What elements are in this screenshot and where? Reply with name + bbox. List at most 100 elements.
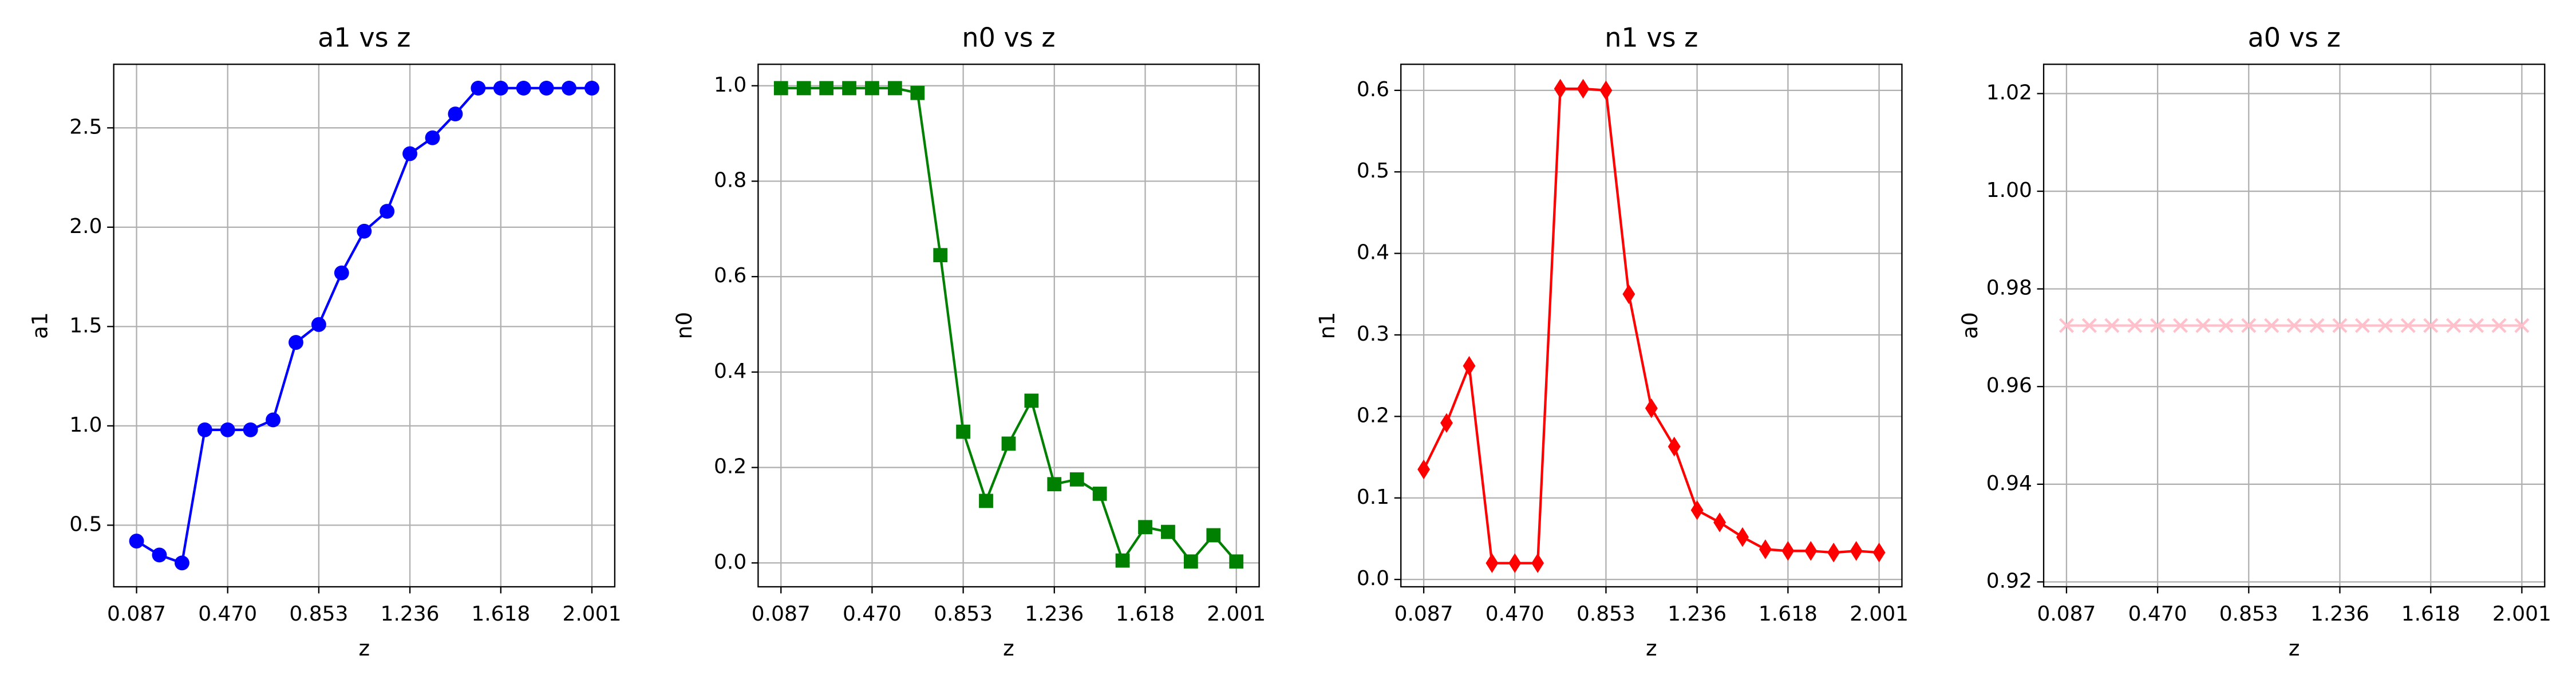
marker — [2172, 318, 2188, 333]
marker — [1047, 477, 1062, 492]
y-tick-label: 0.96 — [1986, 374, 2032, 397]
x-tick-label: 0.853 — [1577, 602, 1635, 626]
axes-frame — [757, 64, 1260, 588]
marker — [2514, 318, 2530, 333]
marker — [819, 81, 834, 96]
marker — [1759, 539, 1772, 559]
marker — [933, 248, 948, 263]
marker — [1804, 541, 1818, 561]
marker — [2446, 318, 2462, 333]
marker — [2104, 318, 2120, 333]
y-tick-label: 0.3 — [1357, 322, 1389, 346]
y-tick-label: 0.6 — [714, 264, 746, 287]
y-tick-label: 0.2 — [1357, 404, 1389, 427]
marker — [887, 81, 902, 96]
marker — [979, 493, 993, 508]
marker — [539, 80, 554, 96]
y-tick-label: 0.94 — [1986, 472, 2032, 495]
y-tick-label: 1.0 — [69, 413, 102, 437]
data-line — [1423, 87, 1879, 564]
y-axis-label: a1 — [27, 312, 52, 339]
y-tick-label: 0.5 — [1357, 159, 1389, 183]
marker — [2400, 318, 2416, 333]
marker — [584, 80, 599, 96]
marker — [1531, 553, 1544, 573]
marker — [2081, 318, 2097, 333]
axes-frame — [113, 64, 616, 588]
x-tick-label: 0.853 — [2219, 602, 2278, 626]
marker — [1736, 527, 1749, 547]
marker — [493, 80, 508, 96]
marker — [1183, 554, 1198, 569]
marker — [2491, 318, 2507, 333]
marker — [1206, 528, 1221, 543]
x-tick-label: 1.618 — [1759, 602, 1818, 626]
marker — [2150, 318, 2166, 333]
marker — [380, 204, 395, 219]
marker — [1024, 393, 1039, 408]
y-tick-label: 2.5 — [69, 115, 102, 139]
x-tick-label: 0.470 — [2128, 602, 2187, 626]
marker — [2354, 318, 2370, 333]
subplot: 0.087 0.470 0.853 1.236 1.618 2.001 0.0 0.2 0.4 0… — [671, 22, 1266, 661]
x-tick-label: 0.087 — [107, 602, 166, 626]
chart-title: n0 vs z — [962, 22, 1055, 53]
y-tick-label: 0.0 — [1357, 567, 1389, 590]
x-tick-label: 0.470 — [843, 602, 902, 626]
marker — [956, 424, 970, 439]
marker — [1417, 459, 1431, 480]
y-tick-label: 0.4 — [1357, 241, 1389, 264]
x-tick-label: 2.001 — [1850, 602, 1909, 626]
marker — [865, 81, 879, 96]
data-line — [781, 86, 1238, 564]
x-tick-label: 0.853 — [289, 602, 348, 626]
x-tick-label: 1.618 — [2401, 602, 2460, 626]
x-tick-label: 1.618 — [471, 602, 530, 626]
marker — [1092, 487, 1107, 501]
marker — [1161, 524, 1175, 539]
marker — [2264, 318, 2279, 333]
marker — [1577, 78, 1590, 99]
marker — [1138, 520, 1152, 535]
axes-frame — [2042, 64, 2546, 588]
y-axis-label: n0 — [671, 312, 697, 339]
chart-title: n1 vs z — [1605, 22, 1698, 53]
marker — [334, 265, 349, 281]
marker — [311, 317, 326, 332]
y-tick-label: 0.98 — [1986, 277, 2032, 300]
y-axis-label: n1 — [1314, 312, 1340, 339]
x-tick-label: 1.236 — [2310, 602, 2369, 626]
marker — [1001, 436, 1016, 451]
marker — [220, 422, 235, 437]
marker — [2286, 318, 2302, 333]
marker — [402, 146, 418, 161]
marker — [174, 555, 189, 571]
marker — [2241, 318, 2257, 333]
y-tick-label: 0.92 — [1986, 569, 2032, 593]
marker — [1622, 284, 1635, 305]
marker — [1872, 542, 1886, 563]
marker — [1645, 398, 1658, 418]
y-tick-label: 0.6 — [1357, 78, 1389, 101]
subplot: 0.087 0.470 0.853 1.236 1.618 2.001 0.5 1.0 1.5 2… — [27, 22, 621, 661]
x-tick-label: 0.087 — [752, 602, 811, 626]
marker — [2127, 318, 2143, 333]
marker — [1827, 542, 1840, 563]
x-tick-label: 0.470 — [1485, 602, 1544, 626]
marker — [2195, 318, 2211, 333]
marker — [2218, 318, 2234, 333]
marker — [2377, 318, 2393, 333]
x-tick-label: 0.087 — [1394, 602, 1453, 626]
marker — [1713, 512, 1726, 532]
marker — [289, 335, 303, 350]
y-tick-label: 0.1 — [1357, 485, 1389, 509]
marker — [1115, 553, 1130, 568]
y-tick-label: 0.8 — [714, 168, 746, 192]
marker — [1781, 541, 1795, 561]
marker — [910, 85, 925, 100]
marker — [796, 81, 811, 96]
y-tick-label: 0.4 — [714, 360, 746, 383]
marker — [2332, 318, 2348, 333]
x-tick-label: 0.470 — [198, 602, 257, 626]
